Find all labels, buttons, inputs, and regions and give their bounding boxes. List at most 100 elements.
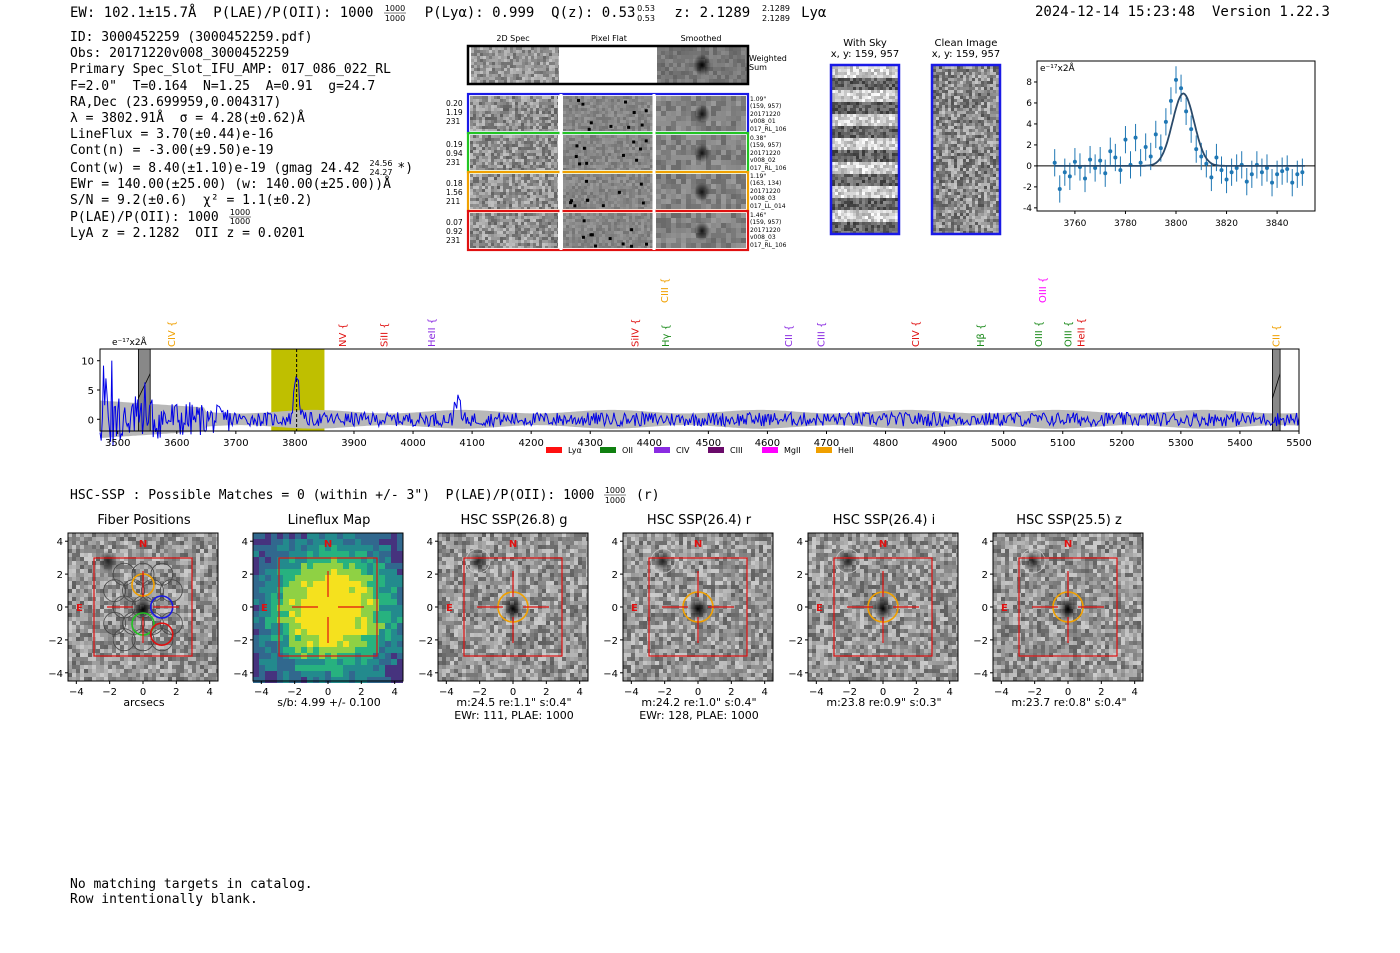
info-params: F=2.0" T=0.164 N=1.25 A=0.91 g=24.7: [70, 78, 376, 94]
fit-point: [1133, 135, 1138, 140]
thumb-caption-line1: m:24.2 re:1.0" s:0.4": [641, 696, 757, 709]
spec-flux-line: [99, 360, 1300, 446]
thumb-caption-line1: s/b: 4.99 +/- 0.100: [277, 696, 381, 709]
thumb-xtick-label: 4: [761, 687, 767, 695]
aperture-box: [93, 557, 193, 657]
thumb-ytick-label: −2: [233, 636, 248, 647]
fiber-circle: [150, 628, 174, 652]
row1-right-label: 1.09" (159, 957) 20171220 v008_01 017_RL…: [750, 96, 787, 133]
fit-point: [1224, 177, 1229, 182]
aperture-box: [833, 557, 933, 657]
footer-line1: No matching targets in catalog.: [70, 877, 313, 892]
weighted-sum-label: Weighted Sum: [749, 54, 787, 72]
lineflux-heatmap: [253, 533, 403, 683]
info-lambda: λ = 3802.91Å σ = 4.28(±0.62)Å: [70, 111, 305, 127]
spec-xtick-label: 5400: [1227, 438, 1252, 449]
line-fit-plot: -4 -2 0 2 4 6 8 3760 3780 3800 3820 3840 e⁻¹⁷x2Å: [1023, 60, 1316, 229]
fit-point: [1295, 172, 1300, 177]
legend-label: OII: [622, 446, 633, 455]
thumb-xtick-label: −4: [69, 687, 84, 695]
spec-xtick-label: 3800: [282, 438, 307, 449]
fit-point: [1052, 160, 1057, 165]
aperture-box: [463, 557, 563, 657]
thumb-xtick-label: −2: [657, 687, 672, 695]
thumb-caption-line1: m:24.5 re:1.1" s:0.4": [456, 696, 572, 709]
thumb-ytick-label: −4: [603, 669, 618, 680]
thumb-xtick-label: 4: [576, 687, 582, 695]
detection-info: ID: 3000452259 (3000452259.pdf) Obs: 2017…: [70, 30, 413, 243]
full-spectrum-plot: 0 5 10 3500 3600 3700 3800 3900 4000 4100 4200 4300…: [81, 277, 1311, 455]
fit-ytick-label: -4: [1023, 204, 1032, 214]
spec-ytick-label: 0: [88, 415, 94, 426]
fit-point: [1275, 172, 1280, 177]
neighbor-circle: [650, 548, 676, 574]
thumb-noise: [68, 533, 218, 681]
info-radec: RA,Dec (23.699959,0.004317): [70, 94, 282, 110]
svg-text:24.27: 24.27: [370, 168, 393, 176]
spec-ytick-label: 5: [88, 386, 94, 397]
ew-plae: EW: 102.1±15.7Å P(LAE)/P(OII): 1000: [70, 5, 374, 21]
thumb-xtick-label: −2: [1027, 687, 1042, 695]
thumb-ytick-label: −2: [788, 636, 803, 647]
spec-xtick-label: 4300: [578, 438, 603, 449]
spec-line-label: Hβ {: [976, 324, 987, 347]
fit-point: [1249, 172, 1254, 177]
aperture-box: [1018, 557, 1118, 657]
row-pixelflat: [563, 135, 653, 170]
info-lya: LyA z = 2.1282 OII z = 0.0201: [70, 226, 305, 242]
fit-point: [1229, 170, 1234, 175]
thumb-ytick-label: 4: [427, 537, 433, 548]
spec-masked-range: [1272, 348, 1281, 432]
thumb-caption: m:24.2 re:1.0" s:0.4" EWr: 128, PLAE: 100…: [599, 696, 799, 722]
version: Version 1.22.3: [1211, 4, 1330, 20]
row1-left-label: 0.20 1.19 231: [446, 99, 463, 126]
spec-line-label: CIII {: [660, 278, 671, 303]
thumb-image: N E −4 −4 −2 −2 0 0 2 2 4 4: [973, 532, 1144, 695]
info-contn: Cont(n) = -3.00(±9.50)e-19: [70, 143, 274, 159]
thumb-xtick-label: 2: [728, 687, 734, 695]
z-line-name: Lyα: [801, 5, 827, 21]
thumb-xtick-label: 2: [1098, 687, 1104, 695]
with-sky-image: [832, 66, 898, 234]
thumb-ytick-label: 4: [57, 537, 63, 548]
thumb-caption: m:24.5 re:1.1" s:0.4" EWr: 111, PLAE: 100…: [414, 696, 614, 722]
row-smoothed: [656, 96, 746, 131]
fit-point: [1194, 147, 1199, 152]
spec-line-label: Hγ {: [661, 324, 672, 347]
thumb-xtick-label: −4: [994, 687, 1009, 695]
spec-xtick-label: 5000: [991, 438, 1016, 449]
spec-line-label: CIV {: [911, 321, 922, 347]
z-value: z: 2.1289: [674, 5, 751, 21]
spec-xtick-label: 4900: [932, 438, 957, 449]
with-sky-title: With Sky x, y: 159, 957: [830, 38, 900, 60]
east-label: E: [631, 603, 638, 614]
fit-point: [1103, 171, 1108, 176]
spec-line-label: HeII {: [1076, 318, 1087, 347]
east-label: E: [261, 603, 268, 614]
thumb-xtick-label: −4: [439, 687, 454, 695]
spec-xtick-label: 4000: [400, 438, 425, 449]
neighbor-circle: [465, 548, 491, 574]
fit-point: [1118, 168, 1123, 173]
col-header-2dspec: 2D Spec: [496, 34, 530, 43]
row-2dspec: [470, 174, 558, 209]
svg-text:0.53: 0.53: [638, 14, 656, 22]
legend-swatch: [708, 447, 724, 453]
legend-label: CIV: [676, 446, 690, 455]
legend-label: CIII: [730, 446, 743, 455]
row-pixelflat: [563, 213, 653, 248]
thumb-xtick-label: 4: [1131, 687, 1137, 695]
svg-text:1000: 1000: [385, 4, 405, 13]
spec-xtick-label: 5300: [1168, 438, 1193, 449]
spec-xtick-label: 4600: [755, 438, 780, 449]
thumb-ytick-label: 2: [982, 570, 988, 581]
east-label: E: [76, 603, 83, 614]
row3-right-label: 1.19" (163, 134) 20171220 v008_03 017_LL…: [750, 173, 786, 210]
info-plae: P(LAE)/P(OII): 1000 1000 1000: [70, 208, 251, 226]
svg-text:1000: 1000: [385, 14, 405, 22]
spec-xtick-label: 4800: [873, 438, 898, 449]
fit-point: [1244, 179, 1249, 184]
thumb-ytick-label: 0: [57, 603, 63, 614]
spec-xtick-label: 4700: [814, 438, 839, 449]
fit-point: [1163, 119, 1168, 124]
